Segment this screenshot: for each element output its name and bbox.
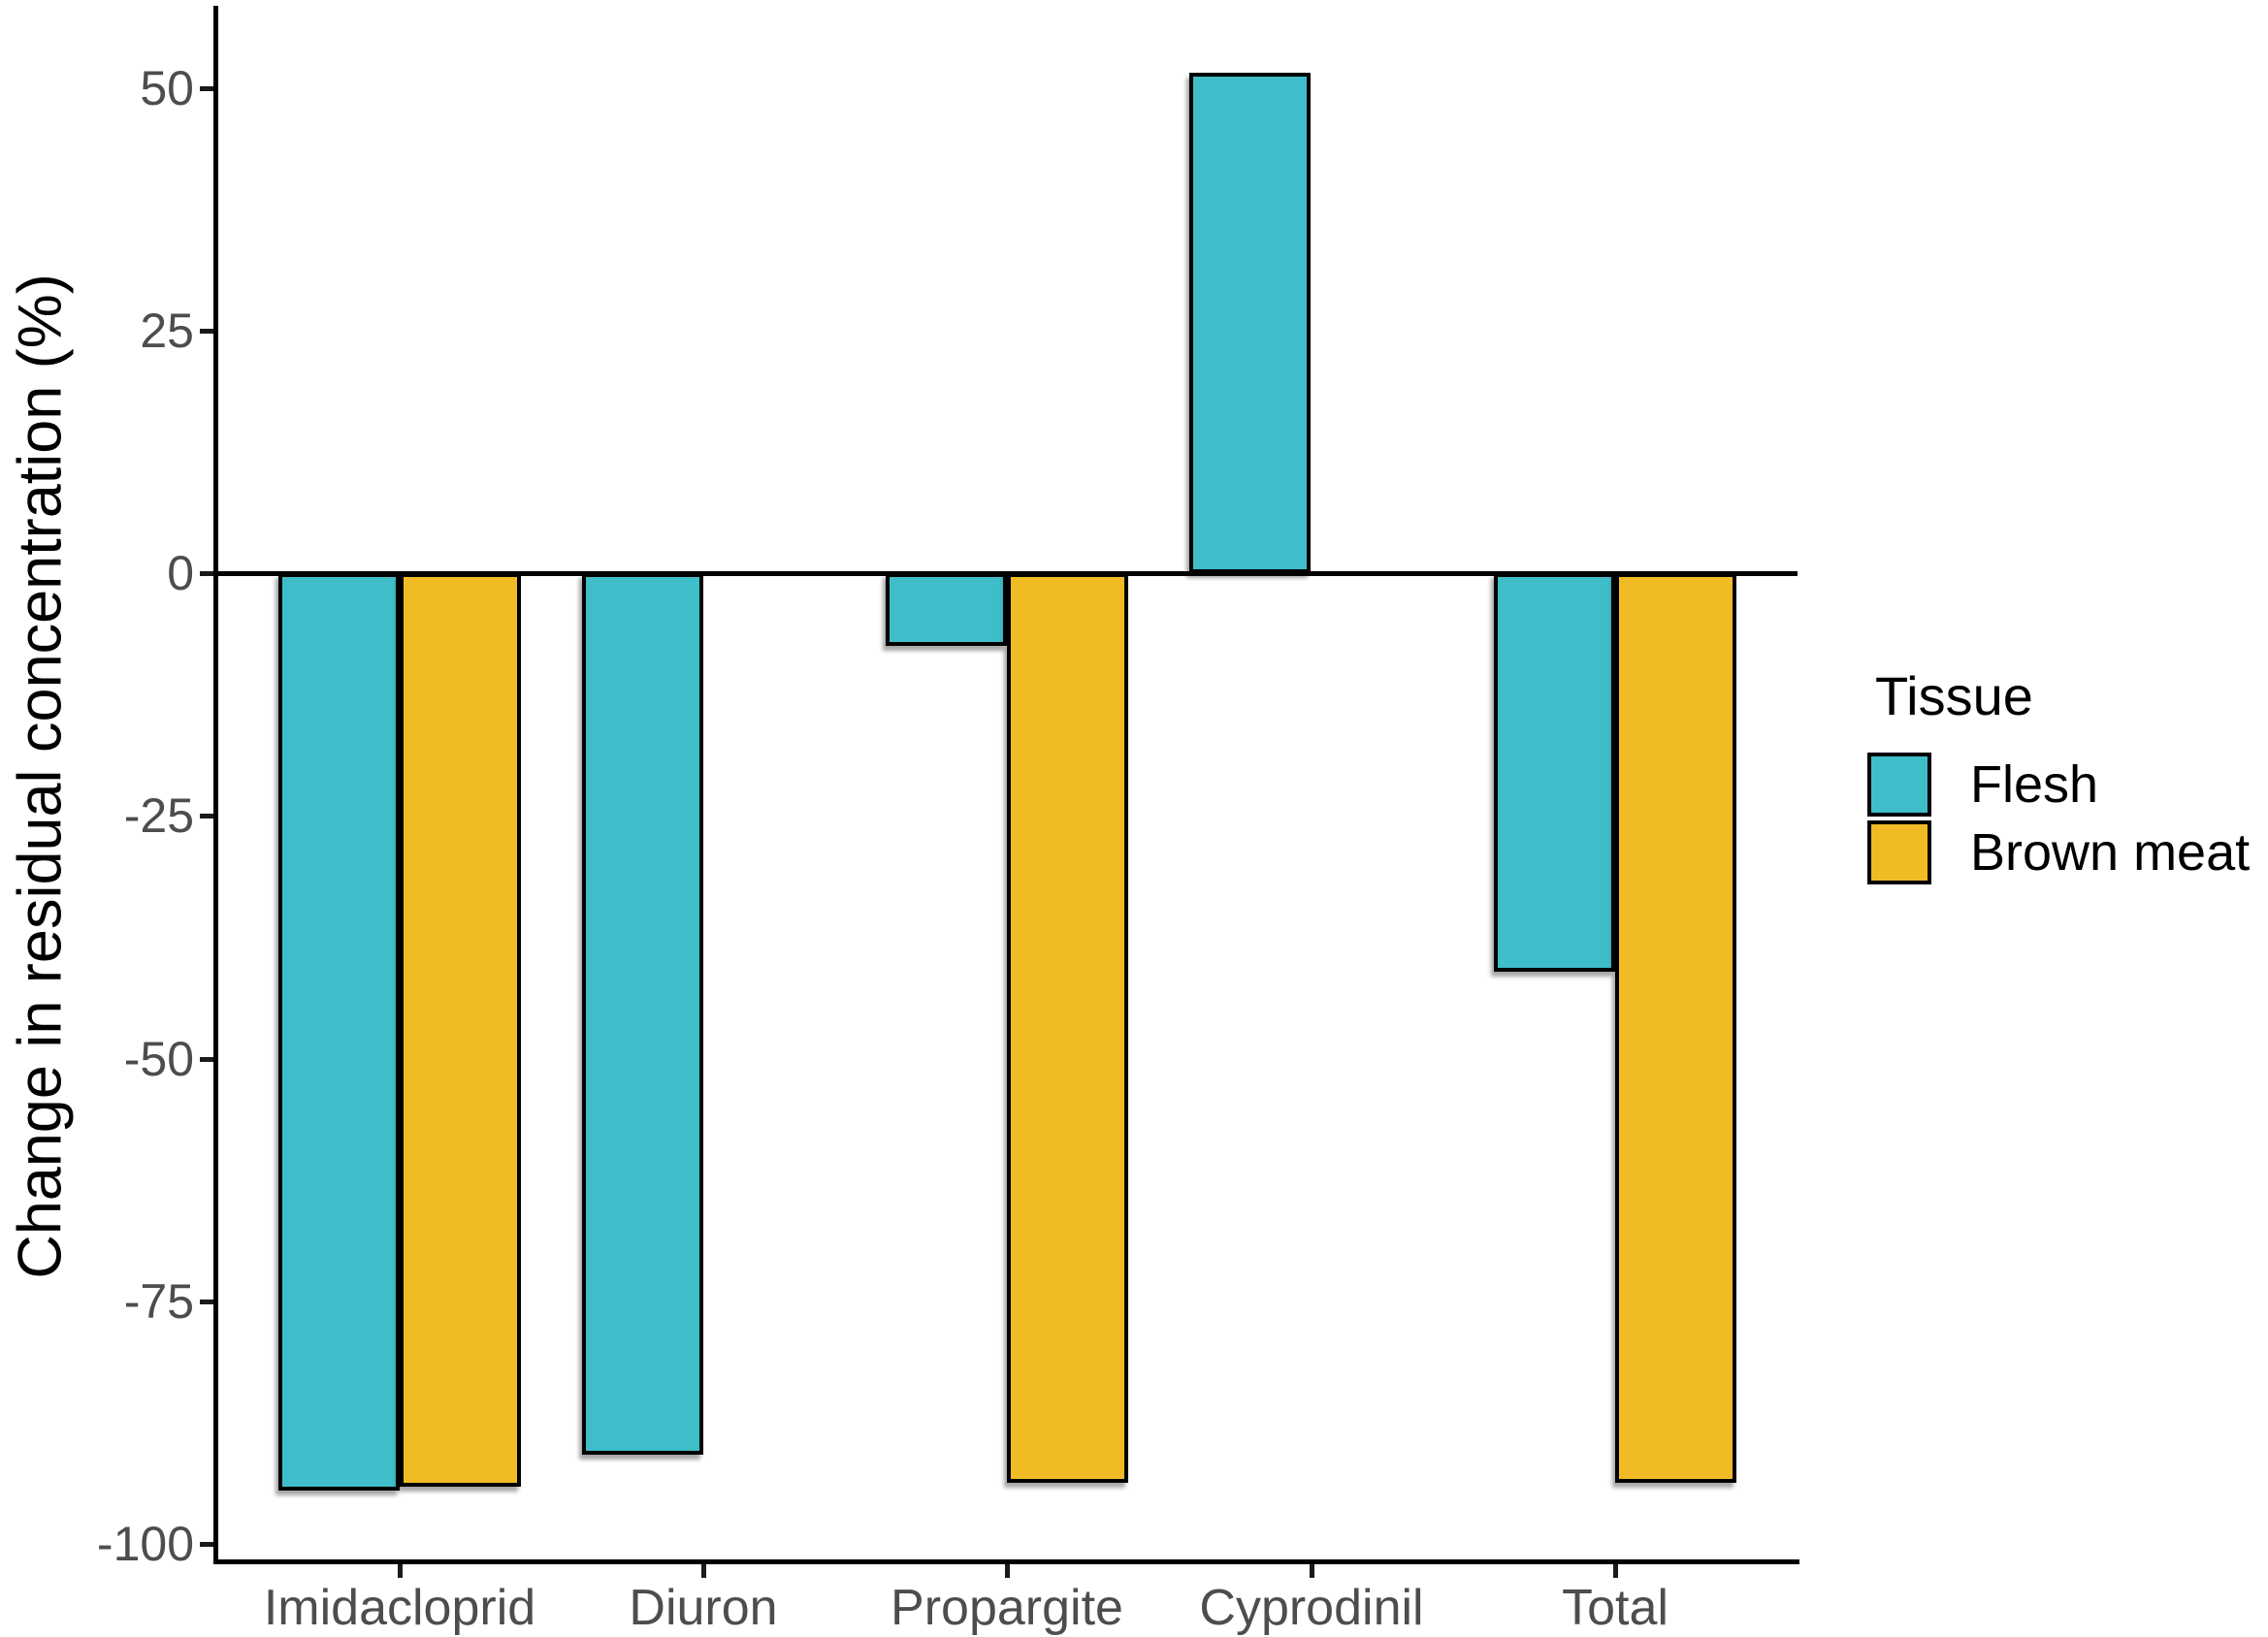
y-tick-label: 0 <box>167 546 194 600</box>
bar-brown-meat-propargite <box>1007 573 1128 1483</box>
x-tick-mark <box>1005 1564 1010 1578</box>
bar-flesh-propargite <box>886 573 1007 646</box>
y-tick-label: -25 <box>123 788 194 843</box>
legend-item-flesh: Flesh <box>1867 753 2250 817</box>
legend-label: Brown meat <box>1970 823 2251 882</box>
y-tick-mark <box>200 329 213 334</box>
y-tick-mark <box>200 571 213 576</box>
y-tick-mark <box>200 1300 213 1304</box>
legend-item-brown-meat: Brown meat <box>1867 820 2250 884</box>
legend-swatch-flesh <box>1867 753 1931 817</box>
x-tick-mark <box>398 1564 403 1578</box>
y-tick-mark <box>200 86 213 91</box>
x-tick-mark <box>701 1564 706 1578</box>
x-axis-line <box>213 1559 1799 1564</box>
legend: Tissue Flesh Brown meat <box>1867 669 2250 888</box>
x-tick-label-diuron: Diuron <box>629 1580 778 1636</box>
x-tick-mark <box>1310 1564 1314 1578</box>
legend-items: Flesh Brown meat <box>1867 753 2250 884</box>
y-tick-mark <box>200 1542 213 1547</box>
legend-title: Tissue <box>1875 665 2033 726</box>
x-tick-label-cyprodinil: Cyprodinil <box>1199 1580 1424 1636</box>
legend-swatch-brown-meat <box>1867 820 1931 884</box>
y-tick-label: -50 <box>123 1032 194 1086</box>
y-axis-line <box>213 6 218 1564</box>
bar-brown-meat-imidacloprid <box>400 573 521 1487</box>
bar-flesh-diuron <box>582 573 703 1455</box>
y-tick-label: 50 <box>140 61 194 115</box>
legend-label: Flesh <box>1970 755 2099 814</box>
y-tick-mark <box>200 1057 213 1062</box>
x-tick-mark <box>1613 1564 1618 1578</box>
x-tick-label-imidacloprid: Imidacloprid <box>263 1580 536 1636</box>
y-tick-mark <box>200 814 213 818</box>
y-tick-label: 25 <box>140 304 194 358</box>
bar-flesh-total <box>1494 573 1615 972</box>
bar-flesh-imidacloprid <box>278 573 400 1491</box>
x-tick-label-total: Total <box>1562 1580 1669 1636</box>
bar-brown-meat-total <box>1615 573 1736 1483</box>
y-tick-label: -100 <box>96 1517 194 1571</box>
y-tick-label: -75 <box>123 1274 194 1329</box>
x-tick-label-propargite: Propargite <box>891 1580 1123 1636</box>
bar-flesh-cyprodinil <box>1189 73 1311 573</box>
